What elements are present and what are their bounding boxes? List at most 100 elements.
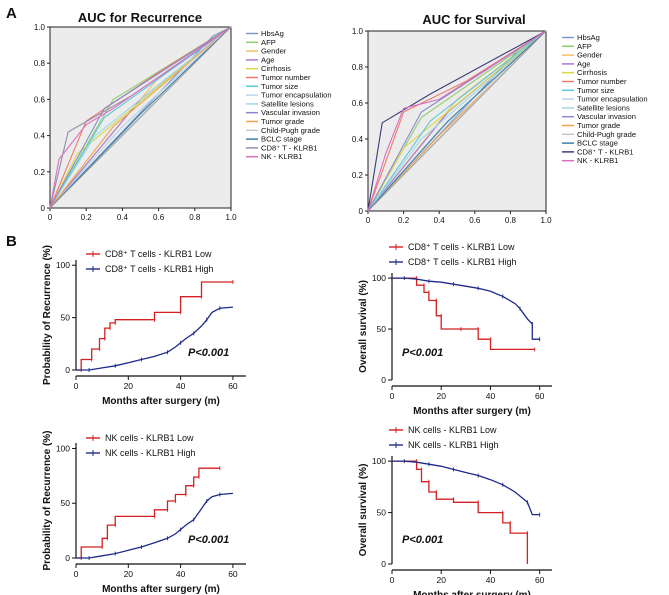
legend-label: Vascular invasion [577,112,636,121]
km-curve-0 [392,277,535,351]
km-curve-1 [392,460,540,516]
y-tick-label: 0.6 [34,95,46,104]
legend-label: NK cells - KLRB1 High [105,448,196,458]
y-tick-label: 0.2 [34,168,46,177]
y-tick-label: 0.4 [352,135,364,144]
y-tick-label: 0 [381,559,386,569]
legend-label: BCLC stage [261,135,302,144]
chart-title: AUC for Survival [422,12,525,27]
roc-curve-12 [49,26,232,209]
y-tick-label: 50 [377,508,387,518]
legend-label: AFP [577,42,592,51]
chart-km-nk-survival: 0 50 100 0 20 40 60 Months after surgery (m) Ove… [358,425,552,595]
legend-label: CD8⁺ T - KLRB1 [261,143,317,152]
roc-curve-6 [367,30,547,212]
x-axis-label: Months after surgery (m) [102,584,220,595]
legend-label: Cirrhosis [577,68,607,77]
roc-curve-12 [367,30,547,212]
y-tick-label: 0 [359,207,364,216]
x-tick-label: 60 [535,391,545,401]
y-tick-label: 1.0 [34,23,46,32]
legend-label: Tumor encapsulation [261,91,332,100]
x-tick-label: 0 [366,216,371,225]
x-tick-label: 0.8 [505,216,517,225]
y-tick-label: 0.8 [352,63,364,72]
roc-curve-0 [49,26,232,209]
legend-label: Vascular invasion [261,108,320,117]
km-curve-1 [76,306,233,371]
chart-roc-recurrence: AUC for Recurrence 0 0.2 0.4 0.6 0.8 1.0 0 0.2 0.… [34,10,332,222]
legend-label: NK cells - KLRB1 High [408,440,499,450]
x-tick-label: 0.6 [469,216,481,225]
y-tick-label: 1.0 [352,27,364,36]
legend-label: CD8⁺ T cells - KLRB1 High [408,257,516,267]
y-tick-label: 0.6 [352,99,364,108]
legend-label: NK - KLRB1 [261,152,302,161]
legend-label: NK cells - KLRB1 Low [105,433,194,443]
p-value: P<0.001 [402,347,443,359]
x-tick-label: 0.2 [398,216,410,225]
panel-label-b: B [6,233,17,250]
chart-title: AUC for Recurrence [78,10,202,25]
x-tick-label: 20 [124,569,134,579]
x-tick-label: 60 [228,569,238,579]
chart-roc-survival: AUC for Survival 0 0.2 0.4 0.6 0.8 1.0 0 0.2 0.4 0… [352,12,648,225]
legend-label: NK - KLRB1 [577,156,618,165]
x-tick-label: 20 [436,575,446,585]
legend-label: Satellite lesions [577,103,630,112]
y-tick-label: 100 [372,273,386,283]
km-curve-0 [392,460,529,564]
legend-label: Tumor grade [577,121,620,130]
y-tick-label: 100 [56,260,70,270]
x-tick-label: 0 [74,569,79,579]
chart-km-cd8-recurrence: 0 50 100 0 20 40 60 Months after surgery (m) Pro… [42,245,246,407]
x-tick-label: 0.4 [434,216,446,225]
x-tick-label: 0 [390,391,395,401]
legend-label: NK cells - KLRB1 Low [408,425,497,435]
legend-label: BCLC stage [577,139,618,148]
y-axis-label: Overall survival (%) [358,464,369,557]
roc-curve-14 [49,26,232,209]
legend-label: CD8⁺ T cells - KLRB1 High [105,264,213,274]
x-tick-label: 0.6 [153,213,165,222]
roc-curve-4 [49,26,232,209]
legend-label: CD8⁺ T cells - KLRB1 Low [105,249,212,259]
y-tick-label: 0 [65,365,70,375]
x-tick-label: 0 [390,575,395,585]
x-axis-label: Months after surgery (m) [413,406,531,417]
legend-label: AFP [261,38,276,47]
chart-km-cd8-survival: 0 50 100 0 20 40 60 Months after surgery (m) Ove… [358,242,552,417]
x-tick-label: 60 [228,381,238,391]
x-tick-label: 0.4 [117,213,129,222]
x-tick-label: 0 [48,213,53,222]
charts-container: AUC for Recurrence 0 0.2 0.4 0.6 0.8 1.0 0 0.2 0.… [34,10,648,595]
roc-curve-7 [49,26,232,209]
legend-label: Tumor grade [261,117,304,126]
x-tick-label: 40 [486,575,496,585]
reference-diagonal [49,26,232,209]
roc-curve-13 [367,30,547,212]
x-tick-label: 40 [486,391,496,401]
y-tick-label: 100 [372,456,386,466]
roc-curve-8 [49,26,232,209]
x-axis-label: Months after surgery (m) [413,590,531,595]
y-tick-label: 50 [377,324,387,334]
y-tick-label: 0 [381,375,386,385]
y-tick-label: 50 [61,498,71,508]
x-tick-label: 0.2 [81,213,93,222]
legend-label: Tumor size [577,86,614,95]
km-curve-0 [76,467,220,559]
y-tick-label: 0 [65,553,70,563]
panel-label-a: A [6,5,17,22]
y-axis-label: Overall survival (%) [358,280,369,373]
y-axis-label: Probability of Recurrence (%) [42,245,53,385]
roc-curve-14 [367,30,547,212]
legend-label: Satellite lesions [261,99,314,108]
km-curve-1 [76,492,233,559]
legend-label: Tumor encapsulation [577,95,648,104]
x-tick-label: 20 [436,391,446,401]
p-value: P<0.001 [188,534,229,546]
legend-label: Tumor number [577,77,627,86]
x-tick-label: 40 [176,569,186,579]
legend-label: Gender [577,51,603,60]
